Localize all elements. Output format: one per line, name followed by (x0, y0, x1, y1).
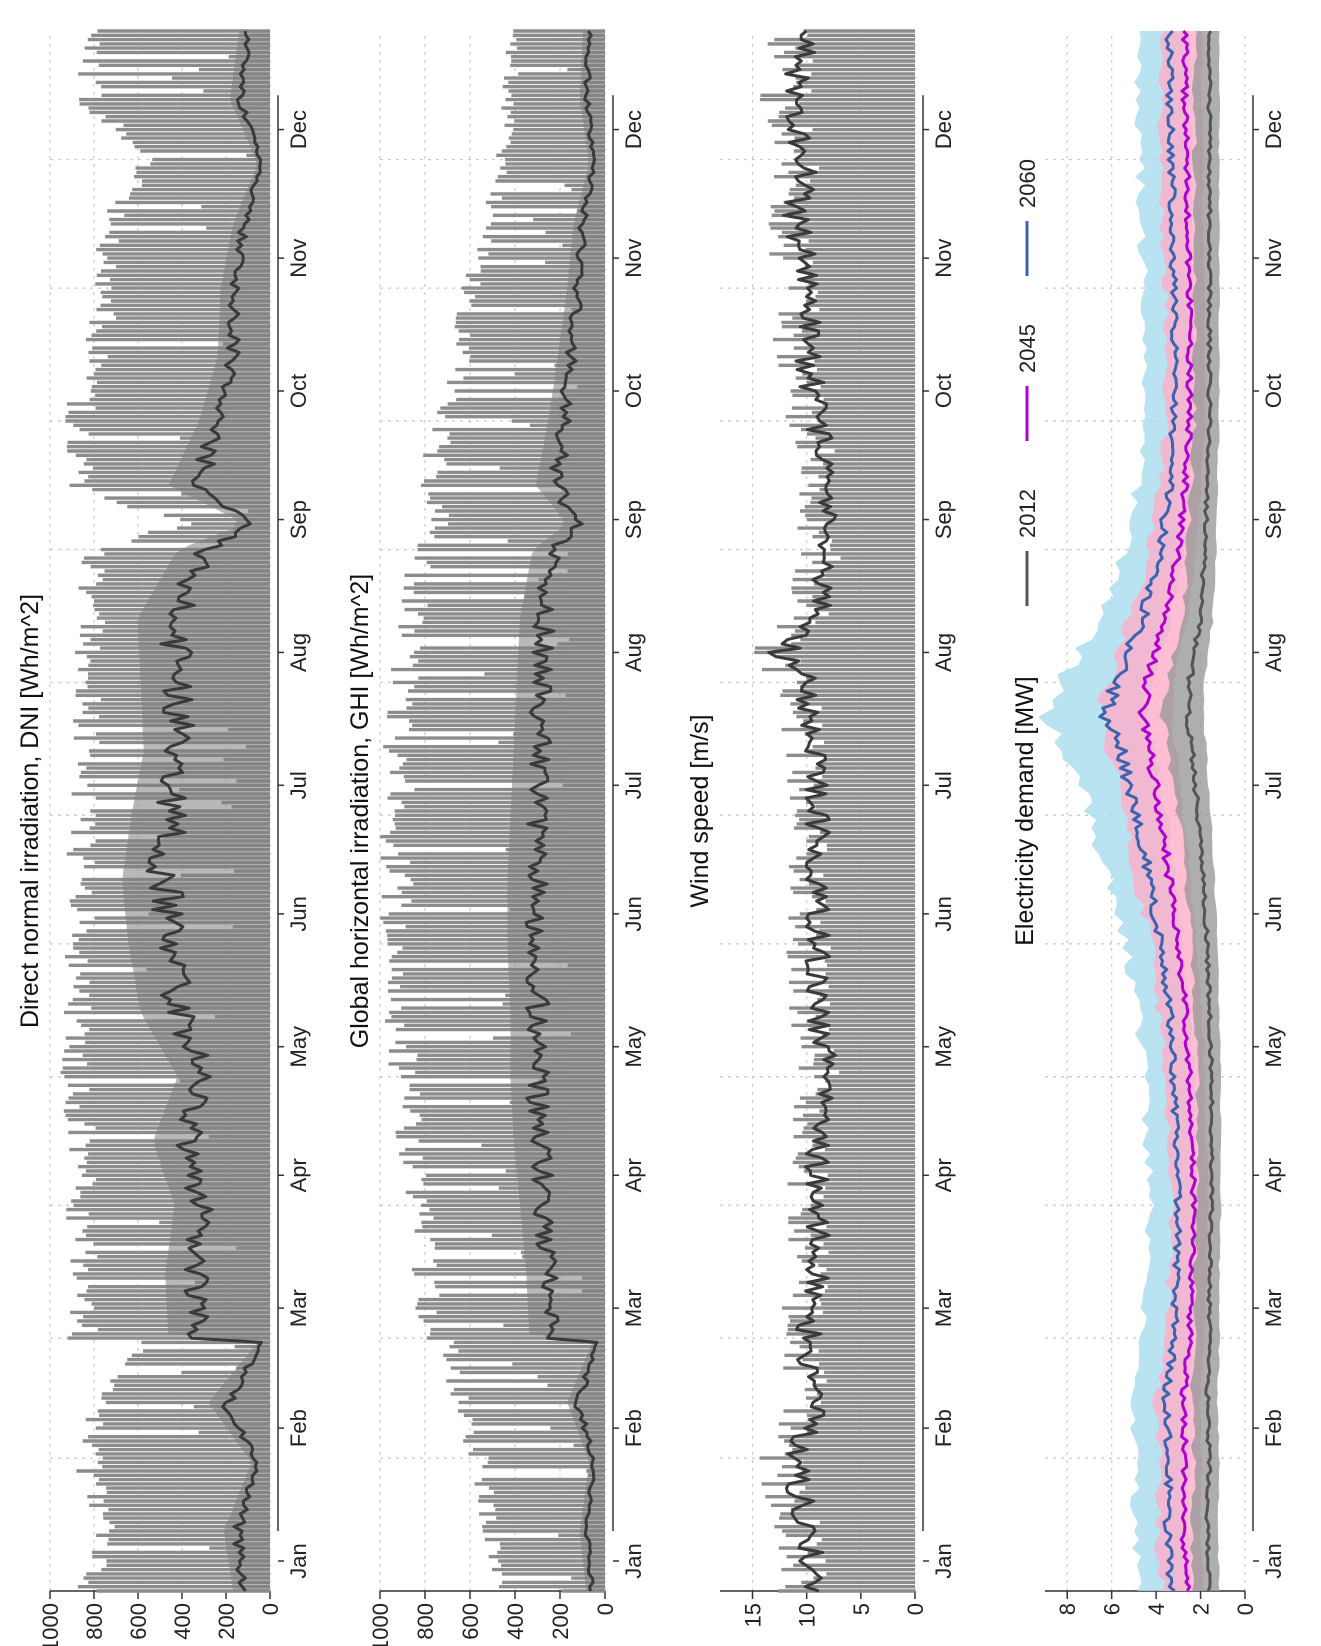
x-tick-label: Jul (286, 771, 311, 799)
x-tick-label: Dec (621, 110, 646, 149)
x-tick-label: Mar (621, 1289, 646, 1327)
x-tick-label: Mar (1261, 1289, 1286, 1327)
x-tick-label: Oct (286, 374, 311, 408)
x-tick-label: Aug (931, 633, 956, 672)
demand-line-2060 (1098, 30, 1183, 1593)
panel-2: Global horizontal irradiation, GHI [Wh/m… (346, 29, 646, 1646)
hourly-series (754, 29, 915, 1593)
x-tick-label: Feb (286, 1409, 311, 1447)
y-tick-label: 200 (548, 1603, 573, 1640)
x-tick-label: Nov (931, 239, 956, 278)
y-tick-label: 1000 (368, 1603, 393, 1646)
y-tick-label: 400 (170, 1603, 195, 1640)
panel-title: Global horizontal irradiation, GHI [Wh/m… (346, 574, 374, 1048)
x-tick-label: Oct (931, 374, 956, 408)
y-tick-label: 2 (1189, 1603, 1214, 1615)
x-tick-label: Dec (1261, 110, 1286, 149)
x-tick-label: Dec (931, 110, 956, 149)
x-tick-label: May (286, 1026, 311, 1068)
y-tick-label: 10 (795, 1603, 820, 1627)
daily-mean-line (767, 29, 838, 1593)
x-tick-label: Jan (931, 1543, 956, 1578)
x-tick-label: Jun (621, 896, 646, 931)
hourly-fill (507, 31, 605, 1591)
panel-title: Direct normal irradiation, DNI [Wh/m^2] (16, 594, 44, 1028)
x-tick-label: Nov (286, 239, 311, 278)
y-tick-label: 1000 (38, 1603, 63, 1646)
x-tick-label: Mar (286, 1289, 311, 1327)
x-tick-label: May (931, 1026, 956, 1068)
x-tick-label: Feb (621, 1409, 646, 1447)
demand-band-2045 (1096, 31, 1209, 1591)
x-tick-label: Oct (621, 374, 646, 408)
x-tick-label: Sep (931, 500, 956, 539)
hourly-series (380, 29, 605, 1593)
x-tick-label: Apr (286, 1158, 311, 1192)
x-tick-label: Jan (286, 1543, 311, 1578)
x-tick-label: Jun (286, 896, 311, 931)
y-tick-label: 600 (458, 1603, 483, 1640)
x-tick-label: Jul (931, 771, 956, 799)
y-tick-label: 0 (903, 1603, 928, 1615)
x-tick-label: Apr (621, 1158, 646, 1192)
x-tick-label: Sep (1261, 500, 1286, 539)
legend-label-2045: 2045 (1015, 324, 1040, 373)
panel-1: Direct normal irradiation, DNI [Wh/m^2] 0… (16, 29, 311, 1646)
y-tick-label: 800 (82, 1603, 107, 1640)
daily-mean-line (524, 30, 599, 1592)
y-tick-label: 6 (1100, 1603, 1125, 1615)
x-tick-label: Apr (931, 1158, 956, 1192)
legend-label-2012: 2012 (1015, 489, 1040, 538)
y-tick-label: 0 (1233, 1603, 1258, 1615)
y-tick-label: 600 (126, 1603, 151, 1640)
x-tick-label: Aug (286, 633, 311, 672)
y-tick-label: 8 (1055, 1603, 1080, 1615)
demand-band-2060 (1038, 31, 1198, 1591)
x-tick-label: Jul (621, 771, 646, 799)
panel-title: Electricity demand [MW] (1011, 676, 1039, 946)
panel-title: Wind speed [m/s] (686, 714, 714, 907)
demand-band-2012 (1159, 31, 1222, 1591)
x-tick-label: Aug (621, 633, 646, 672)
panel-3: Wind speed [m/s] 0 5 10 15 Jan Feb Mar Apr May Jun… (686, 29, 956, 1627)
x-tick-label: Mar (931, 1289, 956, 1327)
y-tick-label: 4 (1144, 1603, 1169, 1615)
panel-4: Electricity demand [MW] 0 2 4 6 8 Jan Feb Mar Apr… (1011, 30, 1286, 1615)
x-tick-label: Sep (621, 500, 646, 539)
x-tick-label: Feb (1261, 1409, 1286, 1447)
x-tick-label: Oct (1261, 374, 1286, 408)
x-tick-label: May (1261, 1026, 1286, 1068)
x-tick-label: Dec (286, 110, 311, 149)
y-tick-label: 15 (741, 1603, 766, 1627)
y-tick-label: 0 (258, 1603, 283, 1615)
x-tick-label: Jun (1261, 896, 1286, 931)
x-tick-label: Aug (1261, 633, 1286, 672)
y-tick-label: 800 (413, 1603, 438, 1640)
x-tick-label: Feb (931, 1409, 956, 1447)
hourly-fill (122, 31, 270, 1591)
x-tick-label: Jan (1261, 1543, 1286, 1578)
x-tick-label: Apr (1261, 1158, 1286, 1192)
x-tick-label: Nov (1261, 239, 1286, 278)
x-tick-label: Jul (1261, 771, 1286, 799)
y-tick-label: 0 (593, 1603, 618, 1615)
legend-label-2060: 2060 (1015, 159, 1040, 208)
x-tick-label: Sep (286, 500, 311, 539)
y-tick-label: 400 (503, 1603, 528, 1640)
demand-line-2012 (1184, 30, 1215, 1592)
y-tick-label: 5 (849, 1603, 874, 1615)
x-tick-label: May (621, 1026, 646, 1068)
x-tick-label: Jan (621, 1543, 646, 1578)
x-tick-label: Jun (931, 896, 956, 931)
y-tick-label: 200 (214, 1603, 239, 1640)
x-tick-label: Nov (621, 239, 646, 278)
demand-line-2045 (1137, 30, 1198, 1592)
daily-mean-line (145, 30, 263, 1592)
